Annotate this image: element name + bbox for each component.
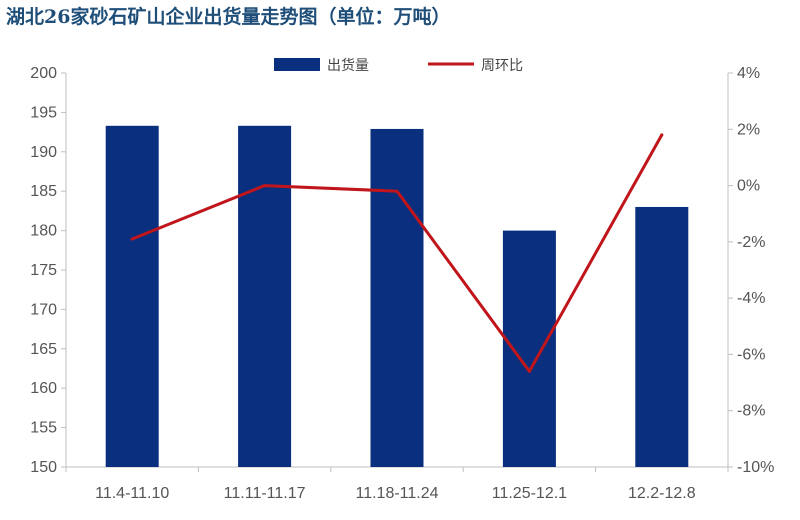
left-tick-label: 165	[30, 341, 57, 358]
right-tick-label: 0%	[737, 178, 760, 195]
left-tick-label: 160	[30, 380, 57, 397]
left-tick-label: 175	[30, 262, 57, 279]
line-point	[660, 133, 664, 137]
legend-label-line: 周环比	[481, 58, 523, 74]
bar	[370, 128, 424, 467]
chart-title: 湖北26家砂石矿山企业出货量走势图（单位：万吨）	[6, 6, 451, 28]
bar	[105, 125, 159, 468]
legend-label-bar: 出货量	[327, 57, 369, 74]
x-tick-label: 11.25-12.1	[492, 485, 567, 502]
left-tick-label: 155	[30, 420, 57, 437]
left-tick-label: 170	[30, 301, 57, 318]
line-point	[130, 237, 134, 241]
right-tick-label: -2%	[737, 234, 765, 251]
left-tick-label: 200	[30, 65, 57, 82]
left-tick-label: 185	[30, 183, 57, 200]
right-tick-label: -8%	[737, 403, 765, 420]
x-tick-label: 12.2-12.8	[628, 485, 696, 502]
legend-swatch-bar	[274, 58, 320, 71]
axes: 150 155 160 165 170 175 180 185 190 195 200 -10% -8%…	[30, 65, 774, 502]
x-tick-label: 11.4-11.10	[95, 485, 169, 502]
right-tick-label: -10%	[737, 459, 774, 476]
bar	[635, 206, 689, 467]
bar	[238, 125, 292, 468]
left-tick-label: 180	[30, 223, 57, 240]
x-tick-label: 11.11-11.17	[224, 485, 306, 502]
x-tick-label: 11.18-11.24	[355, 485, 438, 502]
bar	[502, 230, 556, 467]
right-tick-label: 2%	[737, 121, 760, 138]
line-point	[263, 184, 267, 188]
bar-series	[105, 125, 689, 468]
left-tick-label: 150	[30, 459, 57, 476]
legend: 出货量 周环比	[274, 57, 523, 74]
line-point	[395, 189, 399, 193]
line-point	[527, 369, 531, 373]
right-tick-label: 4%	[737, 65, 760, 82]
right-tick-label: -6%	[737, 346, 765, 363]
left-tick-label: 195	[30, 104, 57, 121]
left-tick-label: 190	[30, 144, 57, 161]
line-series	[130, 133, 664, 373]
right-tick-label: -4%	[737, 290, 765, 307]
